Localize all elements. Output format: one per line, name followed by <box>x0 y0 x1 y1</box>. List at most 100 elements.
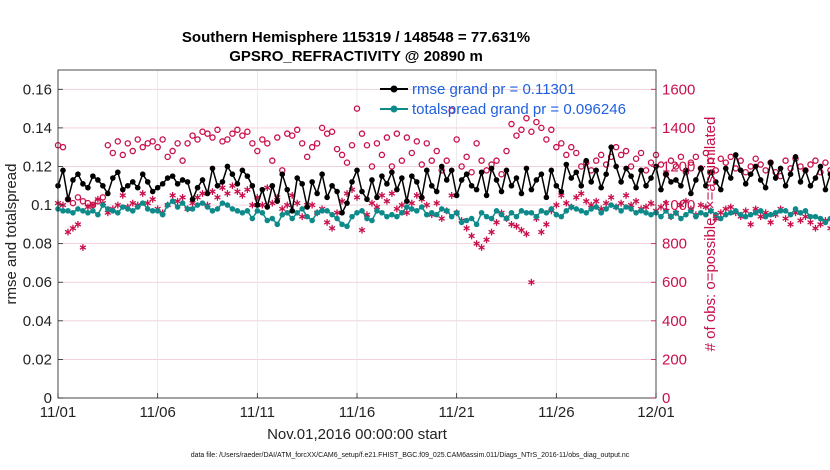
rmse-point <box>498 188 505 195</box>
obs-possible-point <box>189 132 196 139</box>
totalspread-point <box>638 208 644 214</box>
obs-possible-point <box>508 120 515 128</box>
totalspread-point <box>304 213 310 220</box>
rmse-point <box>443 177 450 183</box>
obs-assimilated-point <box>378 192 386 199</box>
obs-possible-point <box>632 155 640 163</box>
obs-possible-point <box>827 167 830 174</box>
rmse-point <box>618 179 624 185</box>
obs-assimilated-point <box>84 203 92 211</box>
totalspread-point <box>523 209 530 216</box>
rmse-point <box>628 173 634 179</box>
obs-possible-point <box>533 118 540 126</box>
rmse-point <box>688 190 694 197</box>
obs-possible-point <box>473 140 480 147</box>
rmse-point <box>658 186 664 193</box>
obs-possible-point <box>528 128 535 135</box>
legend-spread-marker <box>390 105 398 113</box>
obs-possible-point <box>134 136 141 143</box>
rmse-point <box>418 194 425 201</box>
rmse-point <box>563 161 570 168</box>
y2-tick-label: 200 <box>662 351 687 368</box>
rmse-point <box>115 169 121 176</box>
rmse-point <box>60 167 66 174</box>
rmse-point <box>229 171 236 177</box>
totalspread-point <box>483 213 490 220</box>
totalspread-point <box>409 206 415 212</box>
rmse-point <box>179 177 186 183</box>
legend-rmse-label: rmse grand pr = 0.11301 <box>412 81 576 98</box>
obs-possible-point <box>513 132 520 139</box>
obs-assimilated-point <box>283 201 291 209</box>
obs-possible-point <box>677 153 685 161</box>
totalspread-point <box>115 209 121 216</box>
obs-possible-point <box>239 132 246 139</box>
obs-assimilated-point <box>767 219 774 226</box>
rmse-point <box>85 184 91 191</box>
obs-assimilated-point <box>742 207 749 215</box>
totalspread-point <box>787 211 794 218</box>
totalspread-point <box>339 221 345 228</box>
rmse-point <box>294 175 301 181</box>
totalspread-point <box>453 209 460 216</box>
totalspread-point <box>568 204 575 210</box>
totalspread-point <box>458 219 465 226</box>
rmse-point <box>349 179 355 185</box>
obs-assimilated-point <box>657 203 665 211</box>
obs-assimilated-point <box>702 203 710 211</box>
totalspread-point <box>234 208 241 214</box>
obs-possible-point <box>787 165 794 172</box>
rmse-point <box>543 194 550 201</box>
obs-possible-point <box>403 134 411 141</box>
obs-possible-point <box>129 147 136 155</box>
totalspread-point <box>827 215 830 222</box>
rmse-point <box>194 184 201 191</box>
obs-assimilated-point <box>543 220 550 228</box>
rmse-point <box>269 182 276 189</box>
obs-possible-point <box>358 130 366 137</box>
obs-possible-point <box>433 147 440 155</box>
obs-possible-point <box>159 136 166 143</box>
totalspread-point <box>518 208 525 214</box>
totalspread-point <box>379 209 385 216</box>
totalspread-point <box>404 204 410 210</box>
obs-assimilated-point <box>249 201 256 209</box>
rmse-point <box>523 165 530 172</box>
obs-assimilated-point <box>94 195 102 203</box>
rmse-point <box>174 181 181 187</box>
rmse-point <box>75 171 81 177</box>
totalspread-point <box>463 217 470 224</box>
rmse-point <box>209 165 216 172</box>
rmse-point <box>264 204 271 210</box>
obs-possible-point <box>313 140 321 147</box>
totalspread-point <box>703 211 709 218</box>
obs-assimilated-point <box>139 190 146 197</box>
totalspread-point <box>85 209 91 216</box>
obs-assimilated-point <box>119 192 127 199</box>
totalspread-point <box>334 215 340 222</box>
obs-possible-point <box>59 143 67 151</box>
obs-assimilated-point <box>817 220 824 228</box>
obs-assimilated-point <box>483 236 490 244</box>
rmse-point <box>334 188 340 195</box>
obs-assimilated-point <box>114 201 122 209</box>
totalspread-point <box>359 208 365 214</box>
obs-possible-point <box>443 157 450 164</box>
obs-possible-point <box>184 140 191 147</box>
rmse-point <box>703 182 709 189</box>
obs-possible-point <box>174 140 181 147</box>
obs-possible-point <box>548 126 555 134</box>
obs-assimilated-point <box>582 197 590 205</box>
obs-possible-point <box>244 128 251 135</box>
totalspread-point <box>593 204 599 210</box>
obs-possible-point <box>742 169 749 176</box>
totalspread-point <box>214 206 221 212</box>
obs-assimilated-point <box>308 201 316 209</box>
obs-possible-point <box>154 143 161 151</box>
rmse-point <box>204 190 211 197</box>
obs-assimilated-point <box>129 199 137 207</box>
rmse-point <box>558 188 565 195</box>
y-tick-label: 0 <box>44 390 52 407</box>
totalspread-point <box>105 206 111 212</box>
